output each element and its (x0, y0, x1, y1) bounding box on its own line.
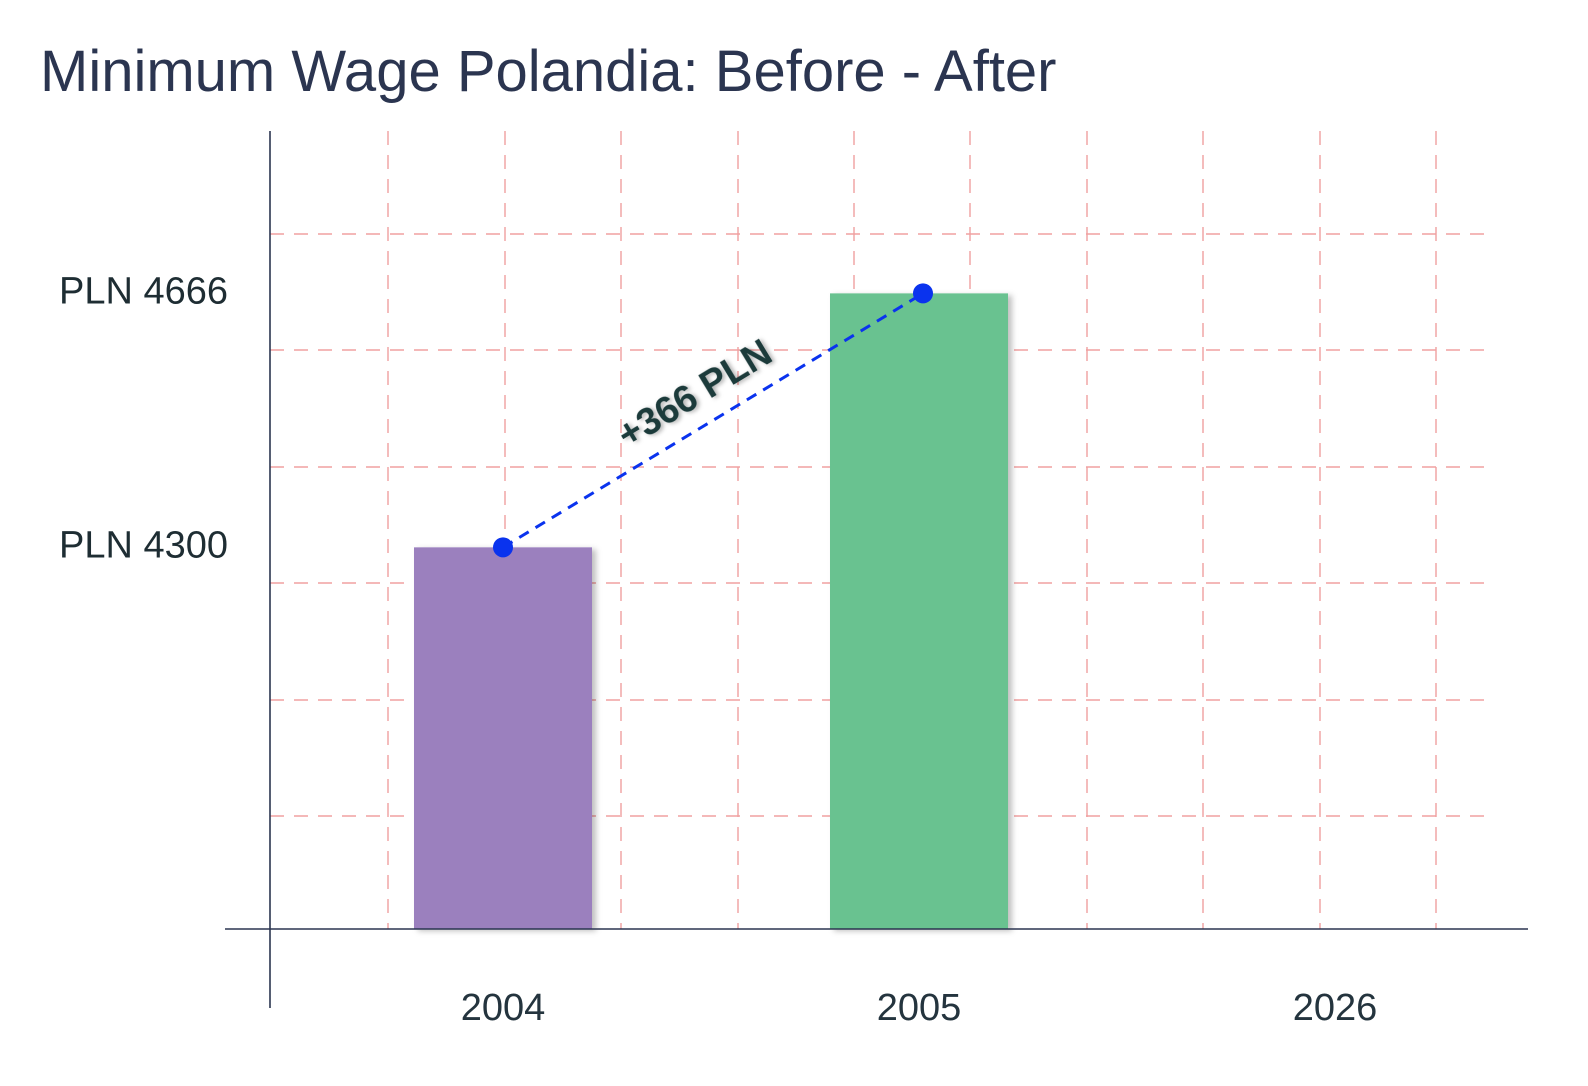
y-tick-labels: PLN 4300 PLN 4666 (59, 270, 228, 566)
x-tick-label-2004: 2004 (461, 987, 546, 1029)
chart-title: Minimum Wage Polandia: Before - After (40, 39, 1057, 104)
connector-point-start (493, 537, 513, 558)
x-tick-label-2005: 2005 (877, 987, 962, 1029)
y-tick-label-4300: PLN 4300 (59, 524, 228, 566)
bar-2005 (830, 293, 1008, 930)
connector-point-end (913, 283, 933, 304)
y-tick-label-4666: PLN 4666 (59, 270, 228, 312)
connector-line (502, 292, 924, 549)
bars-group (414, 293, 1008, 930)
axes-group (225, 131, 1528, 1008)
x-tick-label-2026: 2026 (1293, 987, 1378, 1029)
x-tick-labels: 2004 2005 2026 (461, 987, 1378, 1029)
bar-2004 (414, 547, 592, 929)
